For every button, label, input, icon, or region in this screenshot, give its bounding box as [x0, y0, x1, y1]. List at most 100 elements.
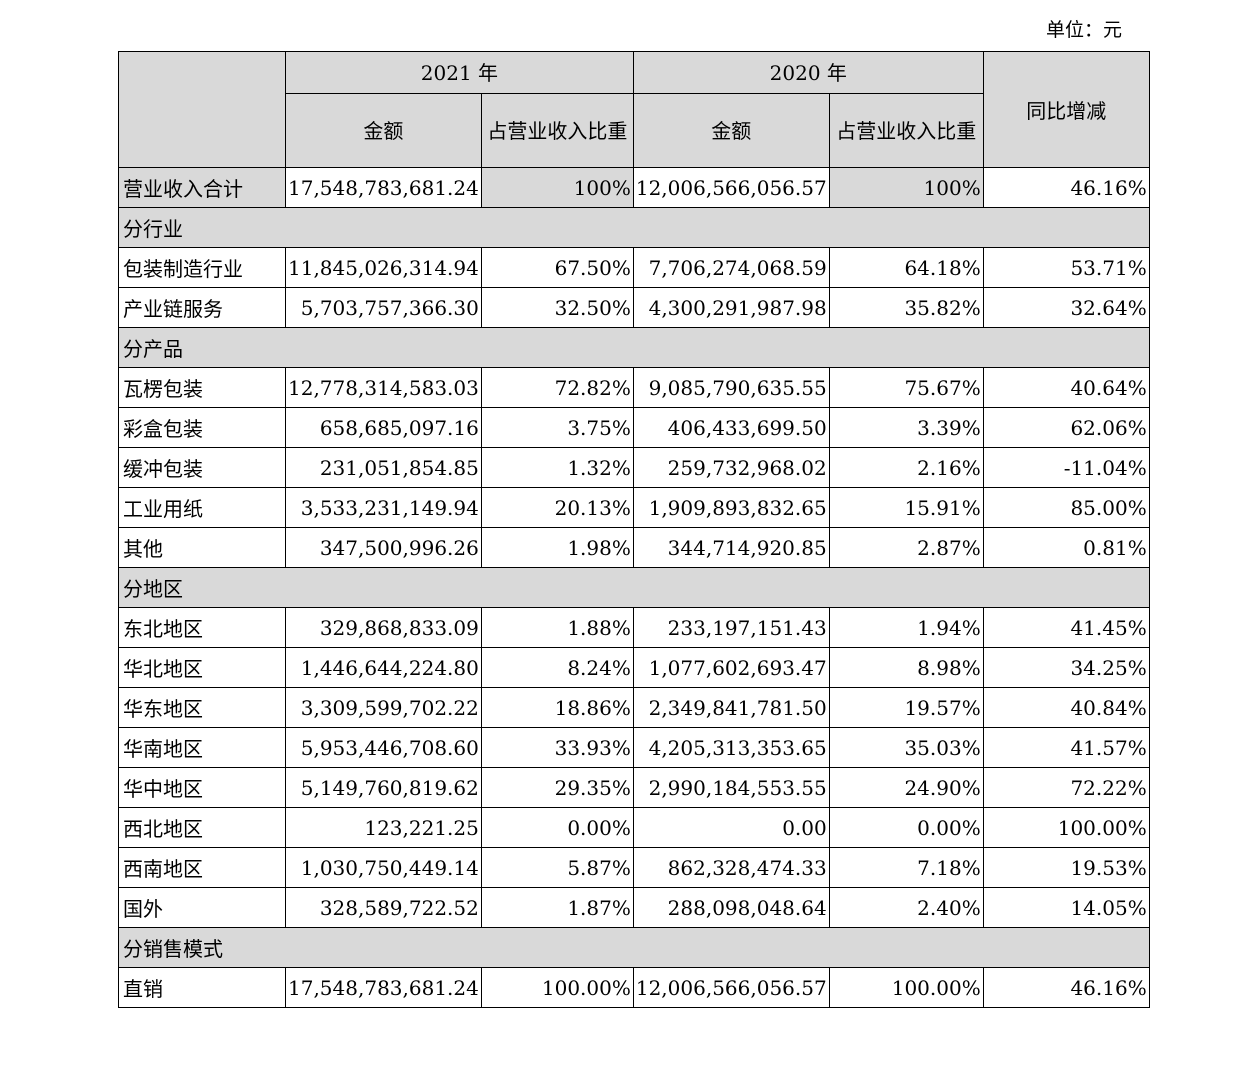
header-year-2021: 2021 年 — [285, 51, 634, 94]
table-row: 工业用纸 3,533,231,149.94 20.13% 1,909,893,832.… — [118, 487, 1150, 528]
table-row: 华南地区 5,953,446,708.60 33.93% 4,205,313,353.… — [118, 727, 1150, 768]
amount-2021-cell: 5,149,760,819.62 — [285, 767, 482, 808]
amount-2020-cell: 12,006,566,056.57 — [632, 167, 830, 208]
ratio-2021-cell: 8.24% — [480, 647, 634, 688]
yoy-cell: 46.16% — [982, 167, 1150, 208]
table-row: 东北地区 329,868,833.09 1.88% 233,197,151.43 1.9… — [118, 607, 1150, 648]
table-body: 营业收入合计 17,548,783,681.24 100% 12,006,566… — [118, 167, 1150, 1008]
amount-2021-cell: 12,778,314,583.03 — [285, 367, 482, 408]
header-ratio-2020: 占营业收入比重 — [828, 93, 984, 168]
amount-2020-cell: 4,300,291,987.98 — [632, 287, 830, 328]
amount-2020-cell: 862,328,474.33 — [632, 847, 830, 888]
yoy-cell: -11.04% — [982, 447, 1150, 488]
ratio-2021-cell: 100% — [480, 167, 634, 208]
ratio-2021-cell: 32.50% — [480, 287, 634, 328]
row-label: 直销 — [118, 967, 286, 1008]
amount-2020-cell: 4,205,313,353.65 — [632, 727, 830, 768]
row-label: 西北地区 — [118, 807, 286, 848]
section-header-row: 分地区 — [118, 567, 1150, 608]
ratio-2020-cell: 8.98% — [828, 647, 984, 688]
yoy-cell: 19.53% — [982, 847, 1150, 888]
table-row: 西南地区 1,030,750,449.14 5.87% 862,328,474.33 7… — [118, 847, 1150, 888]
header-yoy: 同比增减 — [982, 51, 1150, 168]
row-label: 工业用纸 — [118, 487, 286, 528]
ratio-2020-cell: 1.94% — [828, 607, 984, 648]
ratio-2020-cell: 15.91% — [828, 487, 984, 528]
amount-2021-cell: 329,868,833.09 — [285, 607, 482, 648]
ratio-2021-cell: 1.87% — [480, 887, 634, 928]
amount-2021-cell: 658,685,097.16 — [285, 407, 482, 448]
ratio-2020-cell: 2.87% — [828, 527, 984, 568]
table-row: 华北地区 1,446,644,224.80 8.24% 1,077,602,693.4… — [118, 647, 1150, 688]
yoy-cell: 72.22% — [982, 767, 1150, 808]
ratio-2020-cell: 75.67% — [828, 367, 984, 408]
amount-2021-cell: 328,589,722.52 — [285, 887, 482, 928]
amount-2021-cell: 1,446,644,224.80 — [285, 647, 482, 688]
yoy-cell: 34.25% — [982, 647, 1150, 688]
row-label: 营业收入合计 — [118, 167, 286, 208]
ratio-2020-cell: 3.39% — [828, 407, 984, 448]
amount-2020-cell: 2,990,184,553.55 — [632, 767, 830, 808]
table-header: 2021 年 2020 年 同比增减 金额 占营业收入比重 金额 占营业收入比重 — [118, 51, 1150, 168]
section-title: 分产品 — [118, 327, 1150, 368]
section-title: 分行业 — [118, 207, 1150, 248]
amount-2020-cell: 0.00 — [632, 807, 830, 848]
ratio-2021-cell: 33.93% — [480, 727, 634, 768]
table-row: 产业链服务 5,703,757,366.30 32.50% 4,300,291,987… — [118, 287, 1150, 328]
amount-2021-cell: 5,703,757,366.30 — [285, 287, 482, 328]
section-title: 分销售模式 — [118, 927, 1150, 968]
amount-2020-cell: 406,433,699.50 — [632, 407, 830, 448]
amount-2020-cell: 9,085,790,635.55 — [632, 367, 830, 408]
amount-2020-cell: 259,732,968.02 — [632, 447, 830, 488]
amount-2021-cell: 1,030,750,449.14 — [285, 847, 482, 888]
row-label: 瓦楞包装 — [118, 367, 286, 408]
row-label: 国外 — [118, 887, 286, 928]
ratio-2021-cell: 1.98% — [480, 527, 634, 568]
ratio-2021-cell: 18.86% — [480, 687, 634, 728]
ratio-2021-cell: 1.32% — [480, 447, 634, 488]
total-row: 营业收入合计 17,548,783,681.24 100% 12,006,566… — [118, 167, 1150, 208]
ratio-2021-cell: 67.50% — [480, 247, 634, 288]
header-amount-2021: 金额 — [285, 93, 482, 168]
ratio-2020-cell: 0.00% — [828, 807, 984, 848]
header-year-2020: 2020 年 — [632, 51, 984, 94]
row-label: 产业链服务 — [118, 287, 286, 328]
ratio-2020-cell: 35.03% — [828, 727, 984, 768]
table-row: 华东地区 3,309,599,702.22 18.86% 2,349,841,781.… — [118, 687, 1150, 728]
row-label: 华南地区 — [118, 727, 286, 768]
table-row: 瓦楞包装 12,778,314,583.03 72.82% 9,085,790,635… — [118, 367, 1150, 408]
amount-2021-cell: 11,845,026,314.94 — [285, 247, 482, 288]
revenue-composition-table: 2021 年 2020 年 同比增减 金额 占营业收入比重 金额 占营业收入比重… — [118, 51, 1150, 1008]
amount-2020-cell: 1,909,893,832.65 — [632, 487, 830, 528]
row-label: 包装制造行业 — [118, 247, 286, 288]
ratio-2021-cell: 1.88% — [480, 607, 634, 648]
amount-2021-cell: 3,533,231,149.94 — [285, 487, 482, 528]
header-empty-cell — [118, 51, 286, 168]
table-row: 其他 347,500,996.26 1.98% 344,714,920.85 2.87%… — [118, 527, 1150, 568]
yoy-cell: 41.57% — [982, 727, 1150, 768]
ratio-2021-cell: 5.87% — [480, 847, 634, 888]
row-label: 西南地区 — [118, 847, 286, 888]
amount-2020-cell: 344,714,920.85 — [632, 527, 830, 568]
amount-2021-cell: 231,051,854.85 — [285, 447, 482, 488]
row-label: 其他 — [118, 527, 286, 568]
amount-2021-cell: 123,221.25 — [285, 807, 482, 848]
table-row: 彩盒包装 658,685,097.16 3.75% 406,433,699.50 3.3… — [118, 407, 1150, 448]
yoy-cell: 40.64% — [982, 367, 1150, 408]
table-row: 缓冲包装 231,051,854.85 1.32% 259,732,968.02 2.1… — [118, 447, 1150, 488]
section-header-row: 分行业 — [118, 207, 1150, 248]
row-label: 东北地区 — [118, 607, 286, 648]
amount-2021-cell: 347,500,996.26 — [285, 527, 482, 568]
header-ratio-2021: 占营业收入比重 — [480, 93, 634, 168]
ratio-2020-cell: 35.82% — [828, 287, 984, 328]
amount-2020-cell: 12,006,566,056.57 — [632, 967, 830, 1008]
amount-2020-cell: 7,706,274,068.59 — [632, 247, 830, 288]
amount-2020-cell: 1,077,602,693.47 — [632, 647, 830, 688]
row-label: 缓冲包装 — [118, 447, 286, 488]
table-row: 西北地区 123,221.25 0.00% 0.00 0.00% 100.00% — [118, 807, 1150, 848]
header-amount-2020: 金额 — [632, 93, 830, 168]
yoy-cell: 32.64% — [982, 287, 1150, 328]
row-label: 华中地区 — [118, 767, 286, 808]
ratio-2020-cell: 24.90% — [828, 767, 984, 808]
ratio-2020-cell: 19.57% — [828, 687, 984, 728]
